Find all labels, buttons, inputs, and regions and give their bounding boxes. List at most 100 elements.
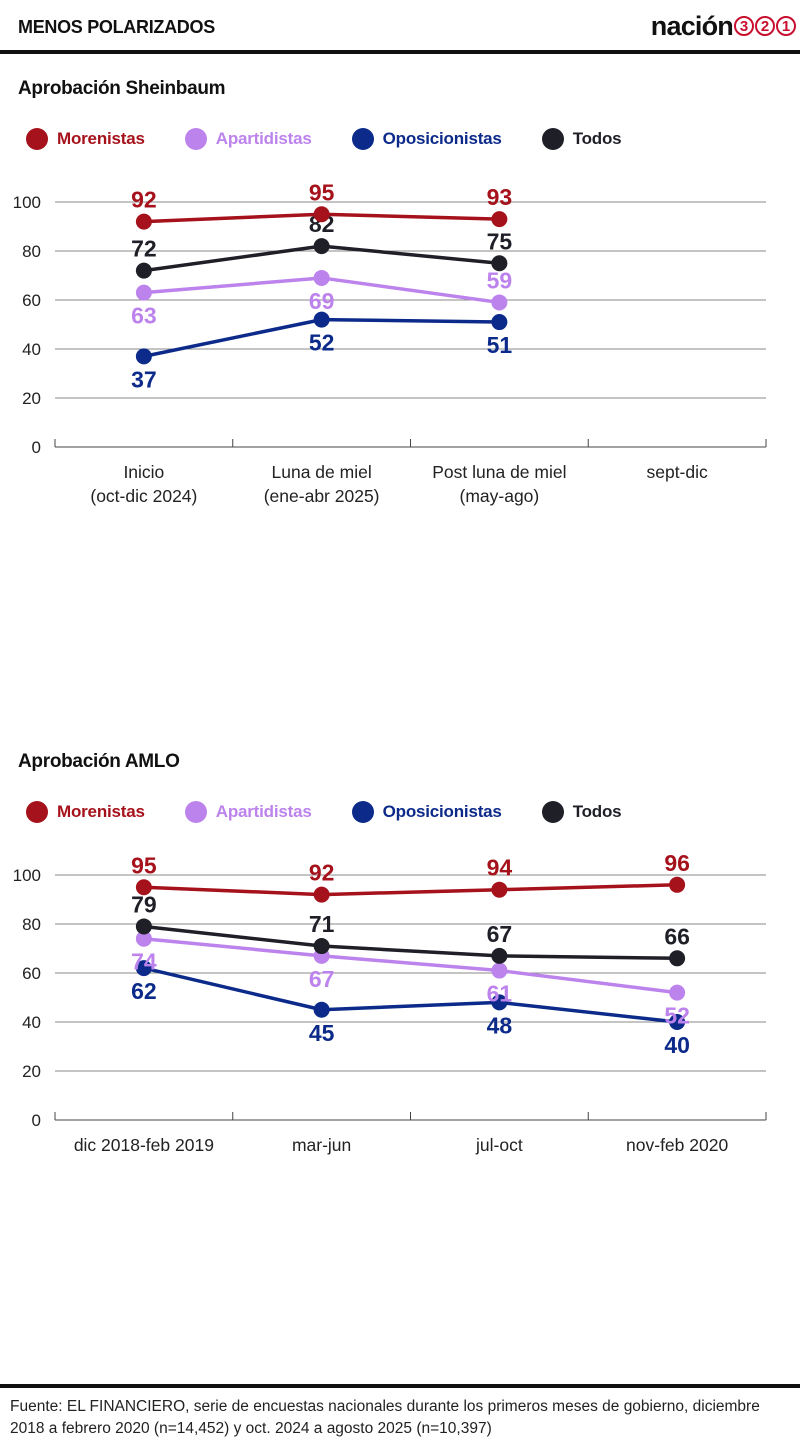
- data-label-todos-3: 66: [664, 923, 690, 949]
- data-point-apartidistas-1: [313, 269, 330, 286]
- legend-label-apartidistas: Apartidistas: [215, 802, 312, 821]
- legend-item-todos: Todos: [541, 801, 622, 823]
- data-label-todos-1: 71: [309, 911, 335, 937]
- legend-label-oposicionistas: Oposicionistas: [382, 802, 502, 821]
- data-label-morenistas-3: 96: [664, 850, 690, 876]
- data-point-oposicionistas-0: [135, 960, 152, 977]
- data-point-oposicionistas-2: [491, 994, 508, 1011]
- data-point-todos-1: [313, 238, 330, 255]
- data-label-todos-0: 72: [131, 236, 157, 262]
- legend-dot-oposicionistas: [351, 801, 374, 823]
- data-point-morenistas-1: [313, 206, 330, 223]
- data-point-oposicionistas-0: [135, 348, 152, 365]
- y-tick-label-0: 0: [32, 438, 41, 457]
- series-oposicionistas: 37 52 51: [131, 311, 513, 392]
- y-tick-label-80: 80: [22, 915, 41, 934]
- data-label-apartidistas-1: 69: [309, 288, 335, 314]
- data-label-oposicionistas-2: 51: [487, 332, 513, 358]
- data-point-todos-3: [669, 950, 686, 967]
- data-label-oposicionistas-0: 37: [131, 366, 157, 392]
- legend-item-todos: Todos: [541, 128, 622, 150]
- legend-dot-morenistas: [26, 128, 48, 150]
- y-tick-label-40: 40: [22, 340, 41, 359]
- header-divider: [0, 50, 800, 54]
- logo-digit-2: 2: [755, 16, 775, 36]
- legend-label-apartidistas: Apartidistas: [215, 129, 312, 148]
- data-point-apartidistas-0: [135, 930, 152, 947]
- x-tick-label-sept-dic: sept-dic: [646, 462, 708, 482]
- legend-amlo: Morenistas Apartidistas Oposicionistas T…: [26, 801, 661, 823]
- data-label-apartidistas-2: 61: [487, 981, 513, 1007]
- data-label-todos-0: 79: [131, 891, 157, 917]
- logo-digit-1: 1: [776, 16, 796, 36]
- x-tick-label-nov-feb-2020: nov-feb 2020: [626, 1135, 728, 1155]
- header: MENOS POLARIZADOS nación 3 2 1: [0, 0, 800, 52]
- series-todos: 79 71 67 66: [131, 891, 690, 967]
- chart-title-sheinbaum: Aprobación Sheinbaum: [18, 78, 226, 99]
- legend-label-morenistas: Morenistas: [57, 129, 145, 148]
- data-point-apartidistas-2: [491, 294, 508, 311]
- x-tick-label-luna-de-miel: Luna de miel (ene-abr 2025): [264, 462, 380, 506]
- x-tick-label-jul-oct: jul-oct: [475, 1135, 523, 1155]
- y-tick-label-0: 0: [32, 1111, 41, 1130]
- legend-dot-oposicionistas: [351, 128, 374, 150]
- data-point-morenistas-0: [135, 879, 152, 896]
- line-chart-amlo: 0 20 40 60 80 100 dic 2018-feb 2019 mar-jun jul-…: [13, 850, 767, 1155]
- chart-title-amlo: Aprobación AMLO: [18, 751, 180, 772]
- data-point-todos-0: [135, 918, 152, 935]
- data-label-morenistas-2: 94: [487, 855, 513, 881]
- legend-label-morenistas: Morenistas: [57, 802, 145, 821]
- series-morenistas: 92 95 93: [131, 179, 513, 230]
- legend-item-oposicionistas: Oposicionistas: [351, 128, 502, 150]
- series-line-todos: [143, 924, 678, 961]
- data-label-apartidistas-1: 67: [309, 966, 335, 992]
- data-point-apartidistas-0: [135, 284, 152, 301]
- data-point-oposicionistas-3: [669, 1014, 686, 1030]
- line-chart-sheinbaum: 0 20 40 60 80 100 Inicio (oct-dic 2024) Luna de …: [13, 179, 767, 506]
- data-label-morenistas-0: 92: [131, 187, 157, 213]
- legend-item-morenistas: Morenistas: [26, 801, 145, 823]
- data-label-todos-2: 75: [487, 228, 513, 254]
- data-point-todos-2: [491, 947, 508, 964]
- data-label-apartidistas-0: 74: [131, 949, 157, 975]
- series-apartidistas: 74 67 61 52: [131, 930, 690, 1029]
- y-tick-label-100: 100: [13, 866, 41, 885]
- logo-digit-3: 3: [734, 16, 754, 36]
- series-line-apartidistas: [143, 936, 678, 995]
- y-tick-label-20: 20: [22, 1062, 41, 1081]
- x-tick-label-inicio: Inicio (oct-dic 2024): [90, 462, 197, 506]
- gridlines: [54, 201, 767, 448]
- x-tick-label-post-luna-de-miel: Post luna de miel (may-ago): [432, 462, 566, 506]
- data-label-oposicionistas-0: 62: [131, 978, 157, 1004]
- legend-dot-apartidistas: [184, 128, 207, 150]
- kicker-title: MENOS POLARIZADOS: [18, 17, 215, 37]
- data-point-apartidistas-2: [491, 962, 508, 979]
- legend-label-oposicionistas: Oposicionistas: [382, 129, 502, 148]
- data-point-morenistas-2: [491, 211, 508, 228]
- source-note: Fuente: EL FINANCIERO, serie de encuesta…: [10, 1398, 760, 1437]
- x-tick-label-mar-jun: mar-jun: [292, 1135, 351, 1155]
- data-label-oposicionistas-3: 40: [664, 1032, 690, 1058]
- data-label-apartidistas-3: 52: [664, 1003, 690, 1029]
- data-label-apartidistas-0: 63: [131, 303, 157, 329]
- x-tick-label-dic-2018-feb-2019: dic 2018-feb 2019: [74, 1135, 214, 1155]
- series-morenistas: 95 92 94 96: [131, 850, 690, 903]
- series-line-oposicionistas: [143, 966, 678, 1024]
- data-point-apartidistas-3: [669, 984, 686, 1001]
- data-label-apartidistas-2: 59: [487, 267, 513, 293]
- y-tick-label-40: 40: [22, 1013, 41, 1032]
- legend-dot-todos: [541, 801, 564, 823]
- data-label-oposicionistas-1: 52: [309, 330, 335, 356]
- y-tick-label-80: 80: [22, 242, 41, 261]
- data-point-todos-0: [135, 262, 152, 279]
- data-label-morenistas-1: 95: [309, 179, 335, 205]
- y-tick-label-20: 20: [22, 389, 41, 408]
- series-apartidistas: 63 69 59: [131, 267, 512, 328]
- legend-sheinbaum: Morenistas Apartidistas Oposicionistas T…: [26, 128, 661, 150]
- legend-label-todos: Todos: [572, 802, 622, 821]
- data-label-morenistas-2: 93: [487, 184, 513, 210]
- y-tick-label-60: 60: [22, 964, 41, 983]
- y-tick-label-60: 60: [22, 291, 41, 310]
- legend-item-morenistas: Morenistas: [26, 128, 145, 150]
